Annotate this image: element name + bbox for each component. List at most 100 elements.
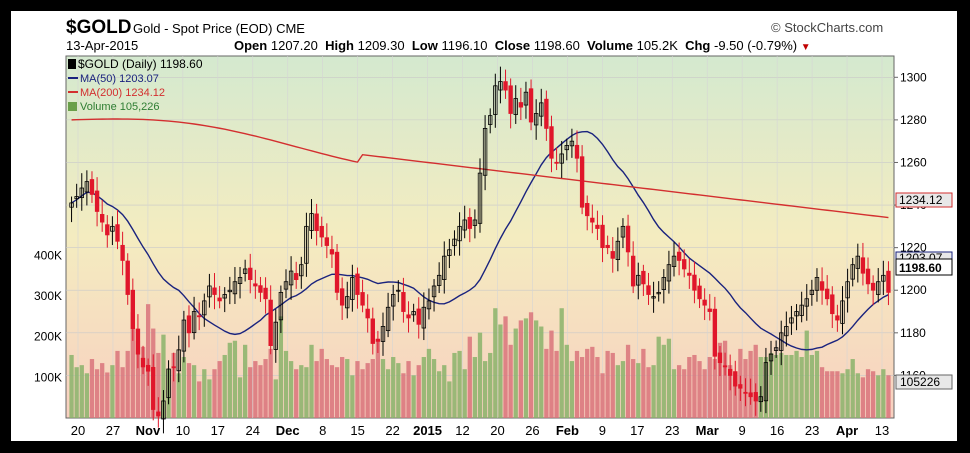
candle-body xyxy=(554,161,559,164)
candle-body xyxy=(620,225,626,238)
date-tick-label: 12 xyxy=(455,423,469,438)
candle-body xyxy=(324,237,330,246)
candle-body xyxy=(610,251,615,259)
legend-price-swatch xyxy=(68,59,76,69)
candle-body xyxy=(666,264,672,282)
date-tick-label: 27 xyxy=(106,423,120,438)
volume-bar xyxy=(773,354,779,418)
volume-bar xyxy=(641,348,646,418)
volume-bar xyxy=(391,357,396,418)
volume-bar xyxy=(768,352,774,418)
volume-bar xyxy=(666,338,672,418)
volume-bar xyxy=(779,352,784,418)
candle-body xyxy=(503,81,508,91)
volume-bar xyxy=(870,371,876,418)
volume-bar xyxy=(860,377,866,418)
candle-body xyxy=(876,281,881,295)
volume-bar xyxy=(426,348,432,418)
chg-label: Chg xyxy=(685,38,711,53)
close-value: 1198.60 xyxy=(533,38,580,53)
candle-body xyxy=(498,81,503,91)
candle-body xyxy=(217,297,222,302)
candle-body xyxy=(579,156,585,208)
date-tick-label: 23 xyxy=(805,423,819,438)
volume-bar xyxy=(830,371,835,418)
candle-body xyxy=(186,315,192,334)
candle-body xyxy=(692,274,697,291)
volume-bar xyxy=(636,363,641,418)
candle-body xyxy=(166,368,171,399)
volume-bar xyxy=(130,312,135,418)
candle-body xyxy=(814,277,820,291)
volume-bar xyxy=(508,344,513,418)
volume-bar xyxy=(799,357,804,418)
volume-bar xyxy=(416,365,421,418)
volume-bar xyxy=(334,367,340,418)
candle-body xyxy=(636,274,641,286)
brand-link[interactable]: © StockCharts.com xyxy=(771,20,884,35)
candle-body xyxy=(248,267,253,280)
date-tick-label: 16 xyxy=(770,423,784,438)
volume-bar xyxy=(569,361,575,418)
candle-body xyxy=(263,287,268,300)
volume-bar xyxy=(615,365,620,418)
candle-body xyxy=(549,126,554,159)
volume-bar xyxy=(385,369,391,418)
price-chart: 11601180120012201240126012801300 100K200… xyxy=(34,55,953,438)
candle-body xyxy=(733,371,738,387)
volume-bar xyxy=(498,324,503,418)
candle-body xyxy=(202,300,207,316)
candle-body xyxy=(824,288,830,300)
volume-bar xyxy=(809,354,815,418)
candle-body xyxy=(145,364,151,372)
volume-bar xyxy=(278,316,284,418)
candle-body xyxy=(212,287,217,295)
volume-bar xyxy=(94,369,100,418)
candle-body xyxy=(727,368,733,376)
candle-body xyxy=(493,85,498,115)
candle-body xyxy=(304,225,309,264)
volume-bar xyxy=(360,369,365,418)
symbol-description: Gold - Spot Price (EOD) CME xyxy=(133,21,305,36)
volume-bar xyxy=(574,350,580,418)
volume-bar xyxy=(89,359,95,418)
volume-bar xyxy=(161,334,166,418)
candle-body xyxy=(125,260,130,295)
candle-body xyxy=(370,318,375,344)
price-axis: 11601180120012201240126012801300 xyxy=(894,70,927,382)
date-tick-label: 22 xyxy=(385,423,399,438)
volume-bar xyxy=(876,375,881,418)
candle-body xyxy=(462,219,467,231)
volume-bar xyxy=(273,379,278,418)
candle-body xyxy=(436,274,442,286)
volume-bar xyxy=(549,330,554,418)
volume-bar xyxy=(370,359,375,418)
candle-body xyxy=(314,213,319,232)
volume-bar xyxy=(186,363,192,418)
candle-body xyxy=(406,314,411,319)
volume-bar xyxy=(191,365,197,418)
volume-bar xyxy=(855,373,860,418)
candle-body xyxy=(360,292,365,306)
volume-bar xyxy=(258,365,263,418)
candle-body xyxy=(237,277,243,284)
volume-bar xyxy=(523,318,529,418)
candle-body xyxy=(309,213,314,231)
volume-bar xyxy=(314,361,319,418)
volume-bar xyxy=(610,352,615,418)
candle-body xyxy=(222,294,227,299)
volume-bar xyxy=(814,350,820,418)
volume-bar xyxy=(564,344,569,418)
volume-bar xyxy=(84,373,90,418)
volume-bar xyxy=(375,338,381,418)
candle-body xyxy=(809,289,815,295)
volume-bar xyxy=(559,308,564,418)
candle-body xyxy=(339,288,345,306)
candle-body xyxy=(574,144,580,159)
volume-bar xyxy=(687,357,692,418)
candle-body xyxy=(559,153,564,164)
candle-body xyxy=(702,299,707,306)
candle-body xyxy=(544,98,549,129)
volume-bar xyxy=(488,352,493,418)
legend-volume-swatch xyxy=(68,102,77,111)
